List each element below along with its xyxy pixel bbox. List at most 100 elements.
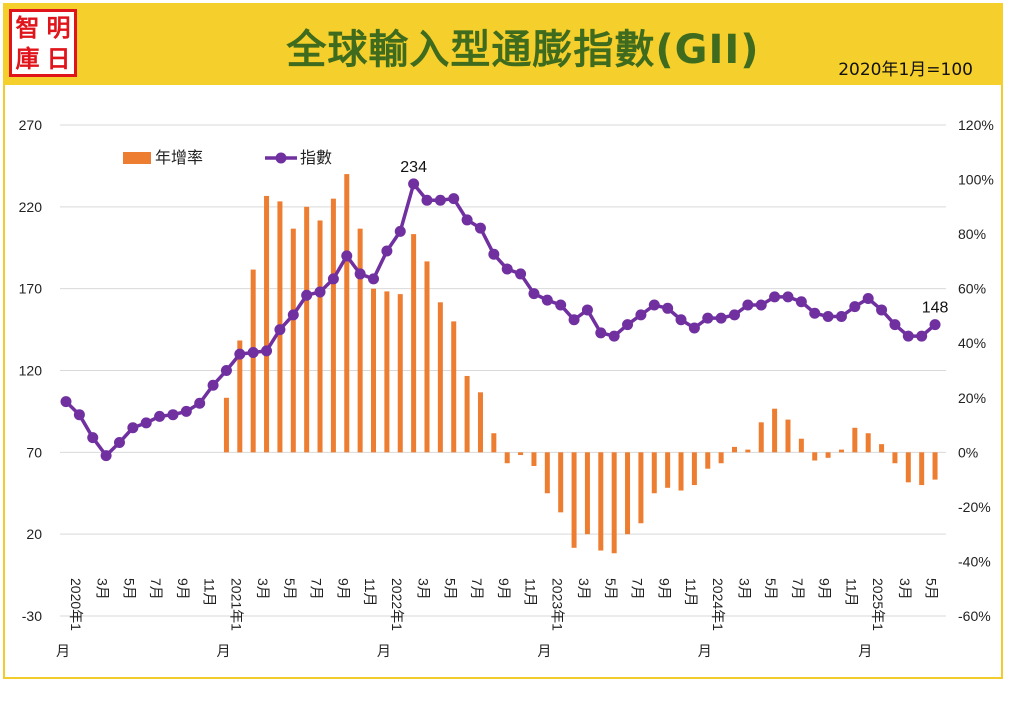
yoy-bar xyxy=(424,261,430,453)
index-point xyxy=(742,299,754,311)
yoy-bar xyxy=(932,452,938,480)
yoy-bar xyxy=(879,444,885,453)
index-point xyxy=(87,432,99,444)
yoy-bar xyxy=(611,452,617,554)
yoy-bar xyxy=(384,291,390,453)
index-point xyxy=(381,245,393,257)
x-axis-tick-month: 月 xyxy=(698,643,712,659)
data-label: 148 xyxy=(922,300,949,317)
index-point xyxy=(113,437,125,449)
yoy-bar xyxy=(571,452,577,548)
right-axis-tick: 100% xyxy=(958,172,994,188)
index-point xyxy=(354,268,366,280)
x-axis-tick: 11月 xyxy=(843,578,859,607)
yoy-bar xyxy=(558,452,564,513)
x-axis-tick: 5月 xyxy=(442,578,458,600)
yoy-bar xyxy=(477,392,483,453)
index-point xyxy=(555,299,567,311)
yoy-bar xyxy=(598,452,604,551)
right-axis-tick: -40% xyxy=(958,553,991,569)
x-axis-tick: 3月 xyxy=(737,578,753,600)
index-point xyxy=(581,304,593,316)
index-point xyxy=(434,194,446,206)
yoy-bar xyxy=(905,452,911,483)
index-point xyxy=(167,409,179,421)
x-axis-tick-month: 月 xyxy=(216,643,230,659)
x-axis-tick-month: 月 xyxy=(56,643,70,659)
index-point xyxy=(421,194,433,206)
chart-frame xyxy=(3,3,1003,679)
yoy-bar xyxy=(330,198,336,453)
data-label: 234 xyxy=(400,159,427,176)
right-axis-tick: 120% xyxy=(958,117,994,133)
x-axis-tick: 9月 xyxy=(656,578,672,600)
index-point xyxy=(769,291,781,303)
index-point xyxy=(261,345,273,357)
yoy-bar xyxy=(705,452,711,469)
x-axis-tick: 2025年1 xyxy=(870,578,886,631)
x-axis-tick: 9月 xyxy=(817,578,833,600)
yoy-bar xyxy=(344,174,350,453)
yoy-bar xyxy=(518,452,524,456)
legend-bar-swatch xyxy=(123,152,151,164)
x-axis-tick: 5月 xyxy=(603,578,619,600)
index-point xyxy=(662,302,674,314)
logo-char-3: 庫 xyxy=(15,43,40,73)
yoy-bar xyxy=(411,234,417,453)
index-point xyxy=(595,327,607,339)
index-point xyxy=(876,304,888,316)
index-point xyxy=(782,291,794,303)
left-axis-tick: 170 xyxy=(19,281,43,297)
index-point xyxy=(488,248,500,260)
index-point xyxy=(220,365,232,376)
left-axis-tick: 270 xyxy=(19,117,43,133)
x-axis-tick-month: 月 xyxy=(377,643,391,659)
index-point xyxy=(648,299,660,311)
index-point xyxy=(675,314,687,326)
x-axis-tick: 3月 xyxy=(416,578,432,600)
yoy-bar xyxy=(732,446,737,453)
index-point xyxy=(368,273,380,285)
x-axis-tick: 3月 xyxy=(576,578,592,600)
left-axis-tick: 70 xyxy=(26,444,42,460)
yoy-bar xyxy=(651,452,657,494)
index-point xyxy=(501,263,513,275)
yoy-bar xyxy=(451,321,457,453)
index-point xyxy=(608,330,620,342)
index-point xyxy=(60,396,72,408)
x-axis-tick: 7月 xyxy=(630,578,646,600)
brand-logo: 智 明 庫 日 xyxy=(9,9,77,77)
yoy-bar xyxy=(371,288,377,453)
index-point xyxy=(247,346,259,358)
yoy-bar xyxy=(838,449,844,453)
yoy-bar xyxy=(798,438,804,453)
left-axis-tick: 20 xyxy=(26,526,42,542)
yoy-bar xyxy=(852,427,858,453)
yoy-bar xyxy=(437,302,443,453)
index-point xyxy=(635,309,647,321)
index-point xyxy=(568,314,580,326)
x-axis-tick: 2023年1 xyxy=(549,578,565,631)
x-axis-tick: 7月 xyxy=(148,578,164,600)
index-point xyxy=(541,294,553,306)
base-period-note: 2020年1月=100 xyxy=(838,60,973,80)
logo-char-4: 日 xyxy=(46,43,71,73)
yoy-bar xyxy=(290,228,296,453)
x-axis-tick-month: 月 xyxy=(858,643,872,659)
x-axis-tick: 7月 xyxy=(790,578,806,600)
yoy-bar xyxy=(504,452,510,464)
yoy-bar xyxy=(758,422,764,453)
index-point xyxy=(822,310,834,322)
legend-bar-label: 年增率 xyxy=(155,149,203,167)
yoy-bar xyxy=(625,452,631,535)
index-point xyxy=(314,286,326,298)
yoy-bar xyxy=(812,452,818,461)
yoy-bar xyxy=(317,220,323,453)
right-axis-tick: 60% xyxy=(958,281,986,297)
index-point xyxy=(341,250,353,262)
yoy-bar xyxy=(785,419,791,453)
right-axis-tick: -60% xyxy=(958,608,991,624)
index-point xyxy=(688,322,700,334)
yoy-bar xyxy=(264,195,270,453)
yoy-bar xyxy=(865,433,871,453)
